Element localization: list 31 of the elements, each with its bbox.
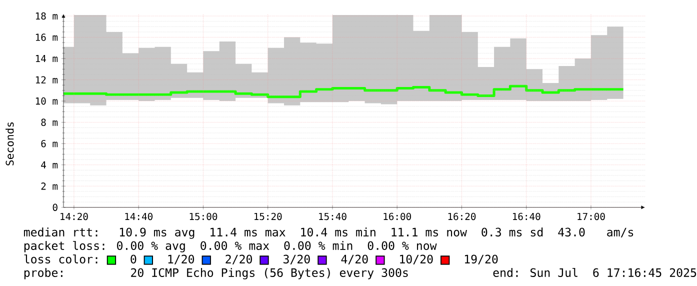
y-tick-label: 4 m [41, 161, 58, 168]
y-tick-label: 12 m [36, 76, 58, 84]
text: 3/20 [284, 254, 310, 264]
y-tick-label: 16 m [36, 33, 58, 41]
y-tick-label: 8 m [41, 118, 58, 126]
x-tick-label: 14:40 [125, 212, 152, 220]
x-tick-label: 14:20 [60, 212, 88, 220]
y-tick-label: 10 m [36, 97, 58, 104]
y-axis-title: Seconds [6, 122, 14, 166]
x-tick-label: 16:20 [448, 212, 476, 220]
y-tick-label: 6 m [41, 140, 58, 147]
text: probe: 20 ICMP Echo Pings (56 Bytes) every 300s end: Sun Jul 6 17:16:45 2025 [24, 268, 696, 280]
x-tick-label: 17:00 [578, 212, 605, 220]
text: packet loss: 0.00 % avg 0.00 % max 0.00 % min 0.00 % now [24, 240, 437, 252]
text: 2/20 [226, 254, 252, 264]
text: loss color: [24, 254, 98, 264]
x-tick-label: 16:00 [384, 212, 411, 220]
x-tick-label: 15:40 [319, 212, 346, 220]
x-tick-label: 15:00 [190, 212, 218, 220]
text: median rtt: 10.9 ms avg 11.4 ms max 10.4 ms min 11.1 ms now 0.3 ms sd 43.0 am/s [24, 227, 634, 239]
y-tick-label: 2 m [41, 182, 58, 190]
x-tick-label: 15:20 [254, 212, 282, 220]
text: 19/20 [464, 254, 498, 264]
x-tick-label: 16:40 [512, 212, 540, 220]
y-tick-label: 0 [52, 203, 58, 211]
text: 10/20 [400, 254, 433, 264]
text: 4/20 [341, 254, 368, 264]
y-tick-label: 14 m [36, 54, 58, 62]
text: 1/20 [168, 254, 194, 264]
y-tick-label: 18 m [36, 12, 58, 20]
text: 0 [130, 254, 136, 264]
